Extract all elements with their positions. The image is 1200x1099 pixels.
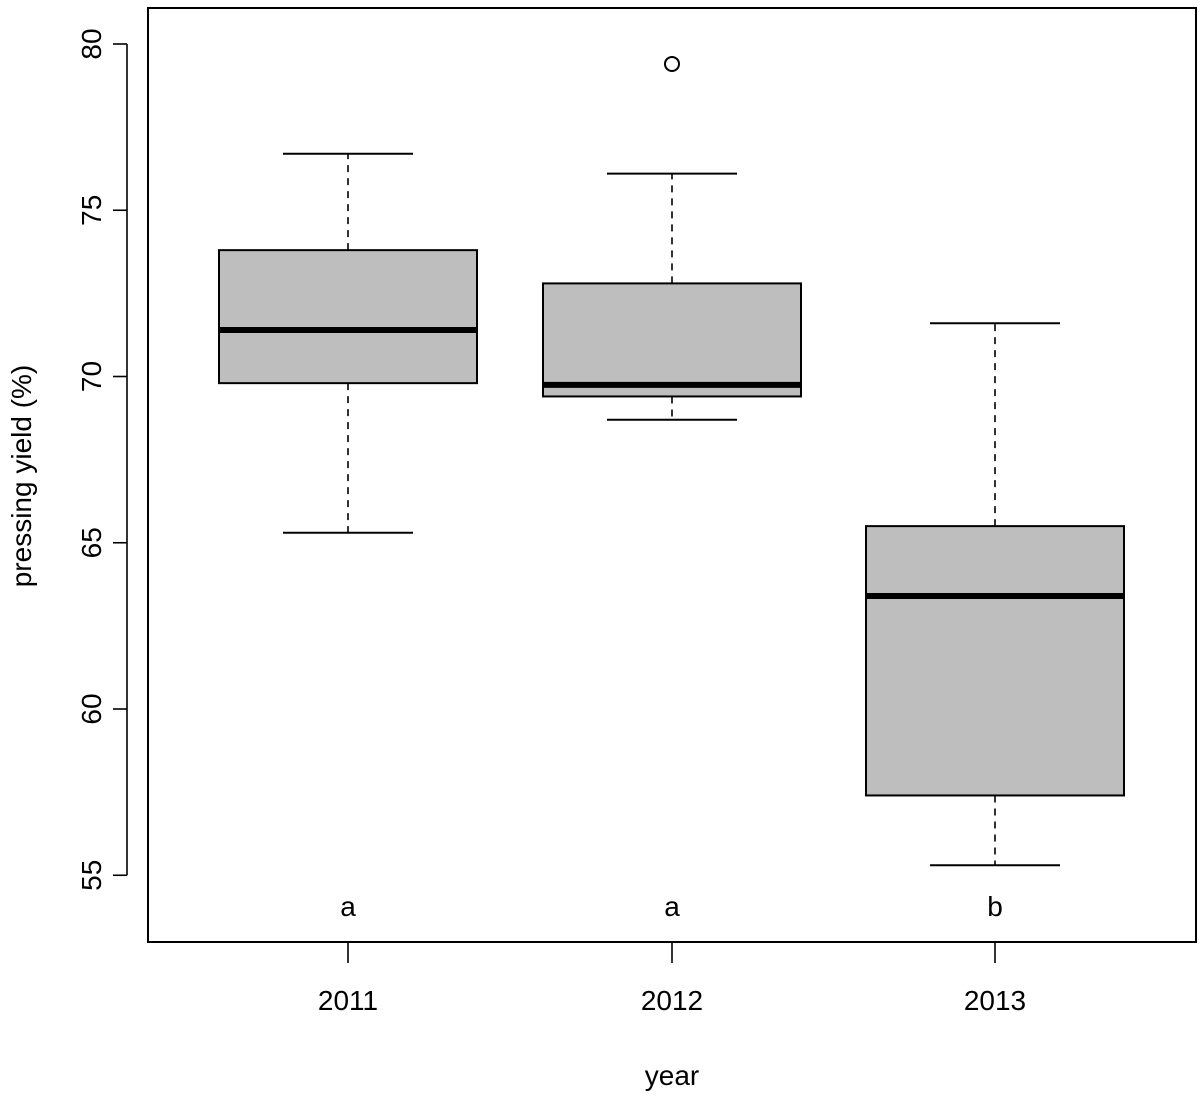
box-2013 <box>865 322 1125 867</box>
y-tick-label: 60 <box>76 693 107 724</box>
iqr-box <box>218 249 478 385</box>
x-axis-title: year <box>645 1060 699 1091</box>
group-letter-2011: a <box>340 891 356 922</box>
x-tick-label: 2011 <box>318 985 378 1016</box>
box-2011 <box>218 152 478 534</box>
y-tick-label: 55 <box>76 860 107 891</box>
y-axis-title: pressing yield (%) <box>6 365 37 588</box>
group-letter-2012: a <box>664 891 680 922</box>
iqr-box <box>542 282 802 398</box>
iqr-box <box>865 525 1125 797</box>
box-series <box>218 55 1125 867</box>
y-tick-label: 65 <box>76 527 107 558</box>
group-letter-2013: b <box>987 891 1003 922</box>
plot-frame <box>147 7 1197 943</box>
outlier-point <box>664 55 680 72</box>
y-tick-label: 80 <box>76 28 107 59</box>
box-2012 <box>542 55 802 421</box>
x-axis: 2011 2012 2013 <box>318 941 1026 1016</box>
plot-border <box>147 7 1197 943</box>
y-axis: 55 60 65 70 75 80 <box>76 28 128 891</box>
x-tick-label: 2013 <box>964 985 1026 1016</box>
y-tick-label: 75 <box>76 195 107 226</box>
y-tick-label: 70 <box>76 361 107 392</box>
x-tick-label: 2012 <box>641 985 703 1016</box>
